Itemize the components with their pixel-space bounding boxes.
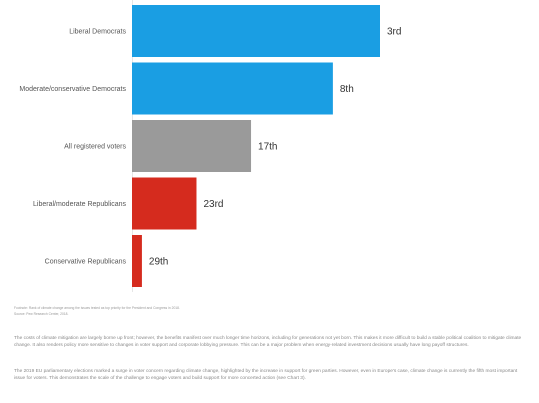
bar-chart: Liberal Democrats 3rd Moderate/conservativ… — [19, 0, 401, 292]
bar — [132, 120, 252, 172]
value-label: 8th — [340, 84, 354, 95]
body-paragraph: The 2019 EU parliamentary elections mark… — [14, 369, 518, 381]
value-label: 3rd — [387, 27, 401, 38]
category-label: Moderate/conservative Democrats — [19, 86, 126, 93]
bar — [132, 5, 380, 57]
footnotes: Footnote: Rank of climate change among t… — [14, 306, 524, 317]
category-label: All registered voters — [64, 144, 126, 151]
source-text: Source: Pew Research Center, 2018. — [14, 312, 69, 316]
value-label: 23rd — [203, 199, 223, 210]
category-label: Conservative Republicans — [45, 259, 127, 266]
body-paragraph: The costs of climate mitigation are larg… — [14, 336, 522, 348]
category-label: Liberal Democrats — [69, 29, 126, 36]
value-label: 29th — [149, 257, 168, 268]
bar — [132, 235, 142, 287]
category-label: Liberal/moderate Republicans — [33, 201, 126, 208]
footnote-text: Footnote: Rank of climate change among t… — [14, 306, 180, 310]
bar — [132, 62, 333, 115]
bar — [132, 177, 197, 230]
value-label: 17th — [258, 142, 277, 153]
